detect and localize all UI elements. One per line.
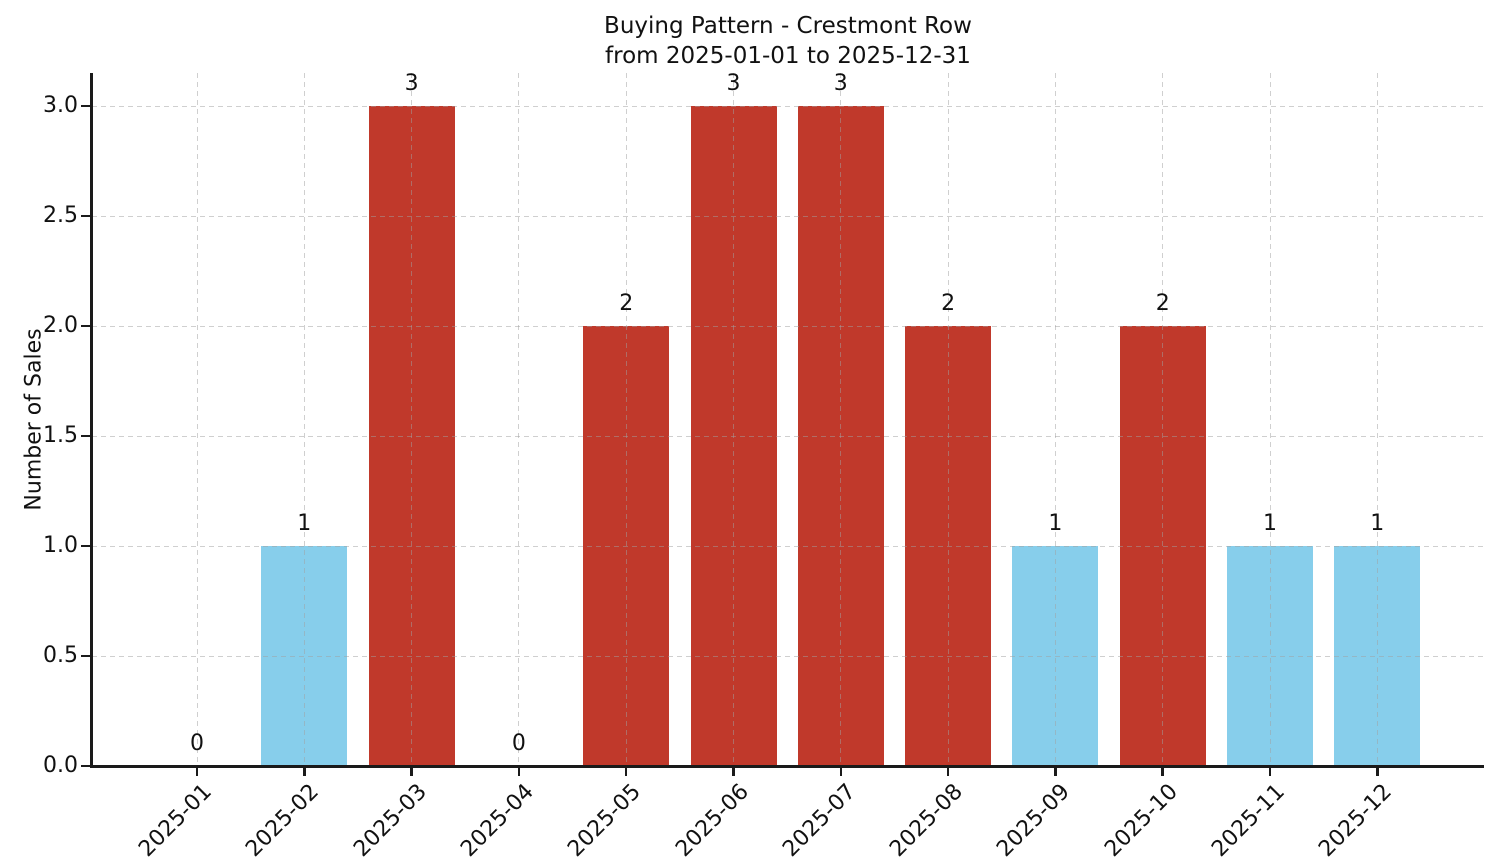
gridline-v [411, 73, 413, 766]
x-tick-label-text: 2025-07 [778, 779, 861, 862]
bar-value-label: 1 [1370, 511, 1385, 536]
gridline-v [625, 73, 627, 766]
x-tick-label-text: 2025-04 [456, 779, 539, 862]
x-tick-label-text: 2025-12 [1314, 779, 1398, 862]
gridline-v [196, 73, 198, 766]
gridline-h [92, 325, 1484, 327]
x-axis-spine [90, 765, 1484, 768]
gridline-v [303, 73, 305, 766]
x-tick-label-text: 2025-01 [134, 779, 217, 862]
y-tick [81, 764, 90, 768]
x-tick-label-text: 2025-08 [885, 779, 969, 862]
y-tick [81, 104, 90, 108]
y-tick [81, 324, 90, 328]
x-tick [839, 767, 843, 776]
x-tick-label-text: 2025-09 [992, 779, 1076, 862]
plot-area: 0 1 3 0 2 3 3 2 1 2 1 1 [92, 71, 1484, 766]
x-tick-label-text: 2025-02 [241, 779, 325, 862]
gridline-v [947, 73, 949, 766]
x-tick-label-text: 2025-05 [563, 779, 647, 862]
y-tick-label: 1.5 [43, 423, 78, 448]
bar-value-label: 1 [297, 511, 312, 536]
gridline-v [1162, 73, 1164, 766]
x-tick [624, 767, 628, 776]
bar-value-label: 0 [190, 731, 204, 756]
y-tick-label: 0.0 [43, 753, 78, 778]
gridline-h [92, 215, 1484, 217]
x-tick [946, 767, 950, 776]
x-tick-label-text: 2025-03 [348, 779, 432, 862]
gridline-v [733, 73, 734, 766]
y-axis-spine [90, 73, 93, 766]
x-tick [1268, 767, 1272, 776]
bar-value-label: 0 [511, 731, 526, 756]
gridline-v [1054, 73, 1056, 766]
x-tick [1054, 767, 1057, 776]
bar-value-label: 1 [1263, 511, 1277, 536]
x-tick [732, 767, 735, 776]
bar-value-label: 2 [1155, 291, 1170, 316]
y-tick-label: 2.0 [43, 313, 78, 338]
x-tick [410, 767, 413, 776]
y-tick [81, 544, 90, 548]
bar-value-label: 2 [941, 291, 956, 316]
x-tick [195, 767, 199, 776]
x-tick [517, 767, 521, 776]
y-tick [81, 214, 90, 218]
bar-value-label: 1 [1048, 511, 1063, 536]
bar-value-label: 2 [619, 291, 634, 316]
gridline-v [1269, 73, 1271, 766]
x-tick [1376, 767, 1379, 776]
gridline-h [92, 105, 1484, 107]
bar-value-label: 3 [833, 71, 848, 96]
chart-title: Buying Pattern - Crestmont Row from 2025… [92, 11, 1484, 71]
chart-title-line1: Buying Pattern - Crestmont Row [604, 13, 972, 39]
y-tick-label: 2.5 [43, 203, 78, 228]
y-tick [81, 434, 90, 438]
gridline-v [1376, 73, 1378, 766]
x-tick [1161, 767, 1164, 776]
gridline-v [518, 73, 520, 766]
gridline-v [840, 73, 842, 766]
x-tick-label-text: 2025-10 [1099, 779, 1183, 862]
gridline-h [92, 435, 1484, 437]
x-tick-label-text: 2025-06 [670, 779, 754, 862]
gridline-h [92, 655, 1484, 657]
y-tick-label: 3.0 [43, 93, 78, 118]
bar-value-label: 3 [404, 71, 419, 96]
y-tick-label: 1.0 [43, 533, 78, 558]
x-tick-label-text: 2025-11 [1207, 779, 1290, 862]
y-tick [81, 654, 90, 658]
y-tick-label: 0.5 [43, 643, 78, 668]
x-tick [303, 767, 306, 776]
gridline-h [92, 545, 1484, 547]
bar-value-label: 3 [726, 71, 741, 96]
chart-title-line2: from 2025-01-01 to 2025-12-31 [605, 43, 971, 69]
